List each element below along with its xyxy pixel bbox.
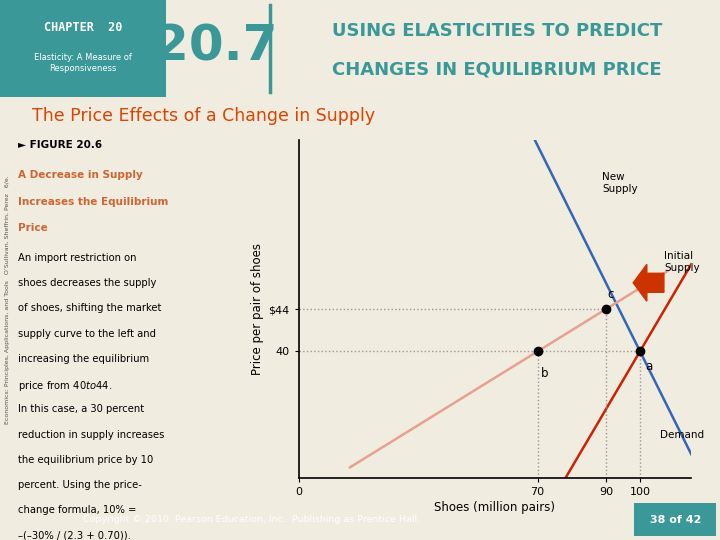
Text: CHANGES IN EQUILIBRIUM PRICE: CHANGES IN EQUILIBRIUM PRICE — [332, 61, 662, 79]
Text: percent. Using the price-: percent. Using the price- — [18, 480, 142, 490]
Text: 20.7: 20.7 — [154, 23, 278, 71]
Text: USING ELASTICITIES TO PREDICT: USING ELASTICITIES TO PREDICT — [332, 22, 662, 40]
Text: ► FIGURE 20.6: ► FIGURE 20.6 — [18, 140, 102, 151]
Text: Increases the Equilibrium: Increases the Equilibrium — [18, 197, 168, 207]
Text: Economics: Principles, Applications, and Tools   O’Sullivan, Sheffrin, Perez   6: Economics: Principles, Applications, and… — [6, 176, 10, 424]
Text: b: b — [541, 367, 549, 380]
Text: The Price Effects of a Change in Supply: The Price Effects of a Change in Supply — [32, 107, 375, 125]
X-axis label: Shoes (million pairs): Shoes (million pairs) — [434, 501, 556, 514]
FancyBboxPatch shape — [0, 0, 166, 97]
Text: a: a — [645, 360, 652, 373]
Text: reduction in supply increases: reduction in supply increases — [18, 430, 164, 440]
Text: the equilibrium price by 10: the equilibrium price by 10 — [18, 455, 153, 465]
FancyBboxPatch shape — [634, 503, 716, 536]
Text: Initial
Supply: Initial Supply — [664, 251, 700, 273]
Text: Demand: Demand — [660, 430, 705, 441]
Text: shoes decreases the supply: shoes decreases the supply — [18, 278, 156, 288]
Text: Elasticity: A Measure of
Responsiveness: Elasticity: A Measure of Responsiveness — [34, 53, 132, 73]
Text: increasing the equilibrium: increasing the equilibrium — [18, 354, 149, 364]
Text: New
Supply: New Supply — [603, 172, 638, 194]
Text: A Decrease in Supply: A Decrease in Supply — [18, 170, 143, 180]
Text: An import restriction on: An import restriction on — [18, 253, 137, 263]
Text: Price: Price — [18, 223, 48, 233]
Text: change formula, 10% =: change formula, 10% = — [18, 505, 136, 516]
Text: Copyright © 2010  Pearson Education, Inc.  Publishing as Prentice Hall.: Copyright © 2010 Pearson Education, Inc.… — [84, 515, 420, 524]
Text: c: c — [608, 288, 614, 301]
Text: of shoes, shifting the market: of shoes, shifting the market — [18, 303, 161, 313]
Y-axis label: Price per pair of shoes: Price per pair of shoes — [251, 243, 264, 375]
Text: 38 of 42: 38 of 42 — [649, 515, 701, 525]
Text: –(–30% / (2.3 + 0.70)).: –(–30% / (2.3 + 0.70)). — [18, 531, 131, 540]
Text: supply curve to the left and: supply curve to the left and — [18, 328, 156, 339]
Text: price from $40 to $44.: price from $40 to $44. — [18, 379, 112, 393]
Text: In this case, a 30 percent: In this case, a 30 percent — [18, 404, 144, 414]
FancyArrow shape — [633, 264, 664, 301]
Text: CHAPTER  20: CHAPTER 20 — [44, 21, 122, 33]
